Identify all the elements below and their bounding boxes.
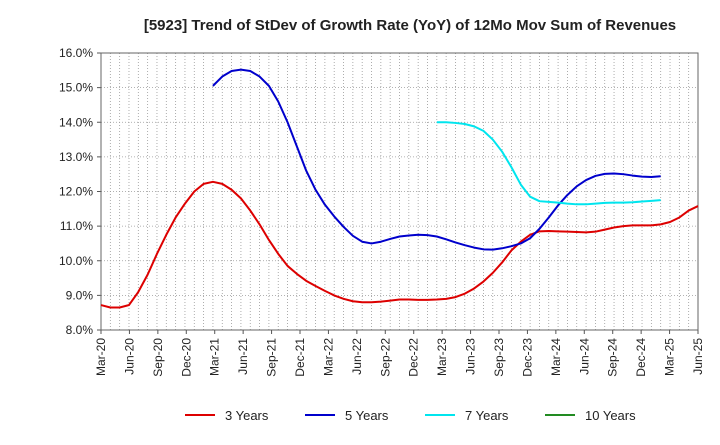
- x-tick-label: Jun-22: [350, 338, 364, 375]
- series-lines: [100, 68, 699, 309]
- axes: 8.0% 9.0% 10.0% 11.0% 12.0% 13.0% 14.0% 15.0% 16…: [59, 46, 705, 377]
- x-tick-label: Jun-23: [464, 338, 478, 375]
- grid: [101, 53, 698, 330]
- y-tick-label: 16.0%: [59, 46, 93, 60]
- x-tick-label: Sep-21: [265, 338, 279, 377]
- y-tick-label: 11.0%: [60, 219, 93, 233]
- x-tick-label: Sep-23: [492, 338, 506, 377]
- x-tick-label: Sep-20: [151, 338, 165, 377]
- x-tick-label: Mar-25: [663, 338, 677, 376]
- x-tick-label: Dec-23: [520, 338, 534, 377]
- series-line-5-years: [212, 68, 661, 251]
- x-tick-label: Jun-25: [691, 338, 705, 375]
- legend: 3 Years 5 Years 7 Years 10 Years: [185, 408, 636, 423]
- x-tick-label: Jun-21: [236, 338, 250, 375]
- x-tick-label: Mar-20: [94, 338, 108, 376]
- x-tick-label: Dec-21: [293, 338, 307, 377]
- x-tick-label: Dec-22: [407, 338, 421, 377]
- y-tick-label: 14.0%: [59, 115, 93, 129]
- legend-label: 5 Years: [345, 408, 389, 423]
- y-tick-label: 12.0%: [59, 185, 93, 199]
- legend-label: 7 Years: [465, 408, 509, 423]
- x-tick-label: Mar-24: [549, 338, 563, 376]
- y-tick-label: 13.0%: [59, 150, 93, 164]
- x-tick-label: Jun-20: [122, 338, 136, 375]
- x-tick-label: Jun-24: [577, 338, 591, 375]
- series-line-3-years: [100, 180, 699, 309]
- legend-label: 10 Years: [585, 408, 636, 423]
- legend-label: 3 Years: [225, 408, 269, 423]
- y-tick-label: 8.0%: [66, 323, 94, 337]
- x-tick-label: Sep-24: [606, 338, 620, 377]
- x-tick-label: Mar-21: [208, 338, 222, 376]
- x-tick-label: Dec-20: [179, 338, 193, 377]
- x-tick-label: Sep-22: [378, 338, 392, 377]
- y-tick-label: 9.0%: [66, 288, 94, 302]
- y-tick-label: 10.0%: [59, 254, 93, 268]
- x-tick-label: Dec-24: [634, 338, 648, 377]
- chart-title: [5923] Trend of StDev of Growth Rate (Yo…: [144, 17, 676, 34]
- y-tick-label: 15.0%: [59, 81, 93, 95]
- x-tick-label: Mar-23: [435, 338, 449, 376]
- plot-border: [100, 52, 699, 331]
- series-line-7-years: [436, 121, 661, 206]
- x-tick-label: Mar-22: [321, 338, 335, 376]
